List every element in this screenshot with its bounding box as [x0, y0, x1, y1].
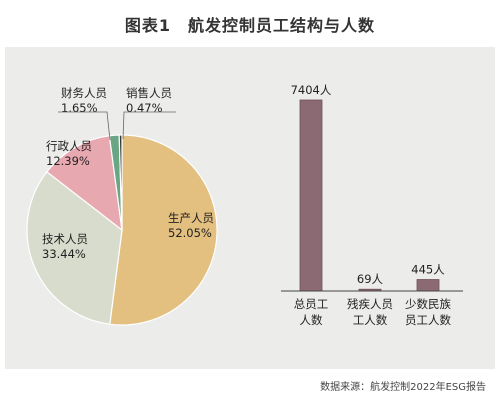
pie-slice-label: 销售人员	[126, 86, 172, 100]
pie-slice	[26, 170, 123, 325]
pie-slice-value: 0.47%	[126, 101, 163, 115]
pie-slice	[46, 135, 123, 232]
bar-category-label: 总员工	[294, 297, 329, 311]
pie-slice	[118, 134, 123, 231]
leader-line	[122, 111, 176, 140]
bar	[416, 279, 440, 292]
bar-category-label: 少数民族	[405, 297, 451, 311]
pie-slice-value: 33.44%	[42, 247, 86, 261]
pie-slice-value: 1.65%	[61, 101, 98, 115]
chart-title: 图表1 航发控制员工结构与人数	[124, 16, 376, 35]
bar-category-label: 工人数	[353, 313, 388, 327]
bar-category-label: 残疾人员	[347, 297, 393, 311]
pie-slice	[109, 134, 218, 326]
bar-value-label: 69人	[357, 272, 384, 286]
leader-line	[58, 111, 111, 141]
pie-slice-label: 财务人员	[61, 86, 107, 100]
pie-slice-value: 52.05%	[168, 226, 212, 240]
pie-slice-label: 行政人员	[46, 139, 92, 153]
bar	[299, 99, 323, 292]
pie-slice-label: 生产人员	[168, 211, 214, 225]
bar-value-label: 7404人	[291, 83, 332, 97]
source-note: 数据来源：航发控制2022年ESG报告	[320, 382, 486, 393]
pie-slice-value: 12.39%	[46, 154, 90, 168]
pie-slice-label: 技术人员	[42, 232, 88, 246]
bar-value-label: 445人	[411, 263, 445, 277]
bar-category-label: 员工人数	[405, 313, 451, 327]
bar-category-label: 人数	[300, 313, 323, 327]
